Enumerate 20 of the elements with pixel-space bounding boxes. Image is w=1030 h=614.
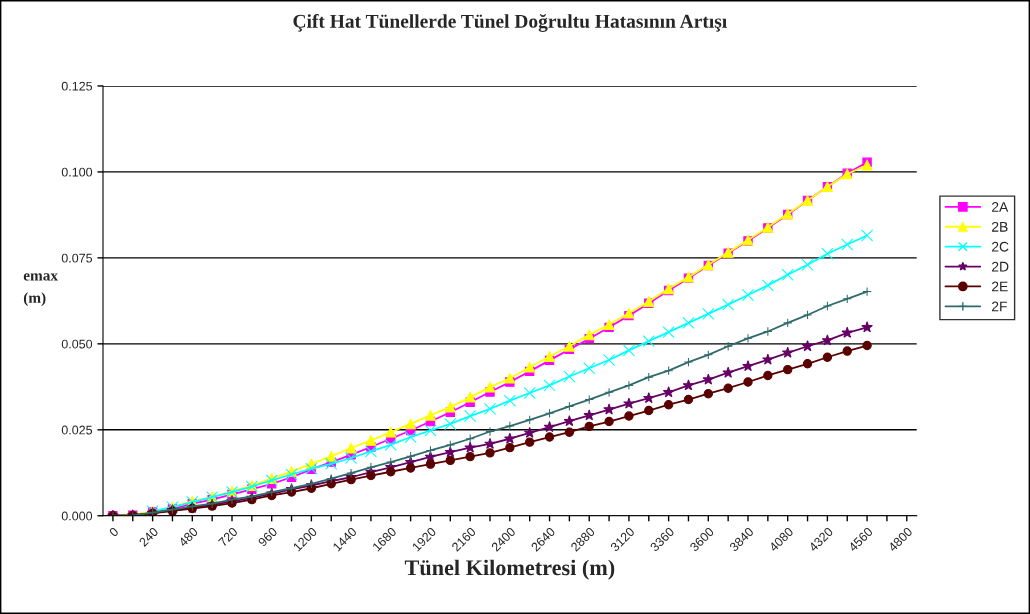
legend-label: 2E: [992, 281, 1008, 292]
y-tick-label: 0.050: [61, 339, 93, 349]
legend-label: 2A: [992, 202, 1009, 212]
chart-title: Çift Hat Tünellerde Tünel Doğrultu Hatasının Artışı: [293, 13, 727, 32]
legend-label: 2D: [992, 261, 1009, 272]
y-axis-title: emax (m): [23, 273, 58, 307]
legend-label: 2B: [992, 221, 1008, 232]
x-tick-label: 240: [138, 526, 159, 547]
x-tick-label: 0: [108, 526, 120, 538]
legend-label: 2F: [992, 301, 1007, 312]
legend-label: 2C: [992, 241, 1009, 252]
x-axis-title: Tünel Kilometresi (m): [404, 559, 615, 580]
x-tick-label: 480: [178, 526, 199, 548]
y-tick-label: 0.000: [61, 511, 93, 521]
y-tick-label: 0.025: [61, 425, 93, 435]
x-tick-label: 960: [257, 526, 278, 547]
y-tick-label: 0.125: [61, 81, 93, 91]
y-tick-label: 0.075: [61, 253, 93, 263]
y-tick-label: 0.100: [61, 167, 93, 177]
x-tick-label: 720: [217, 526, 239, 547]
